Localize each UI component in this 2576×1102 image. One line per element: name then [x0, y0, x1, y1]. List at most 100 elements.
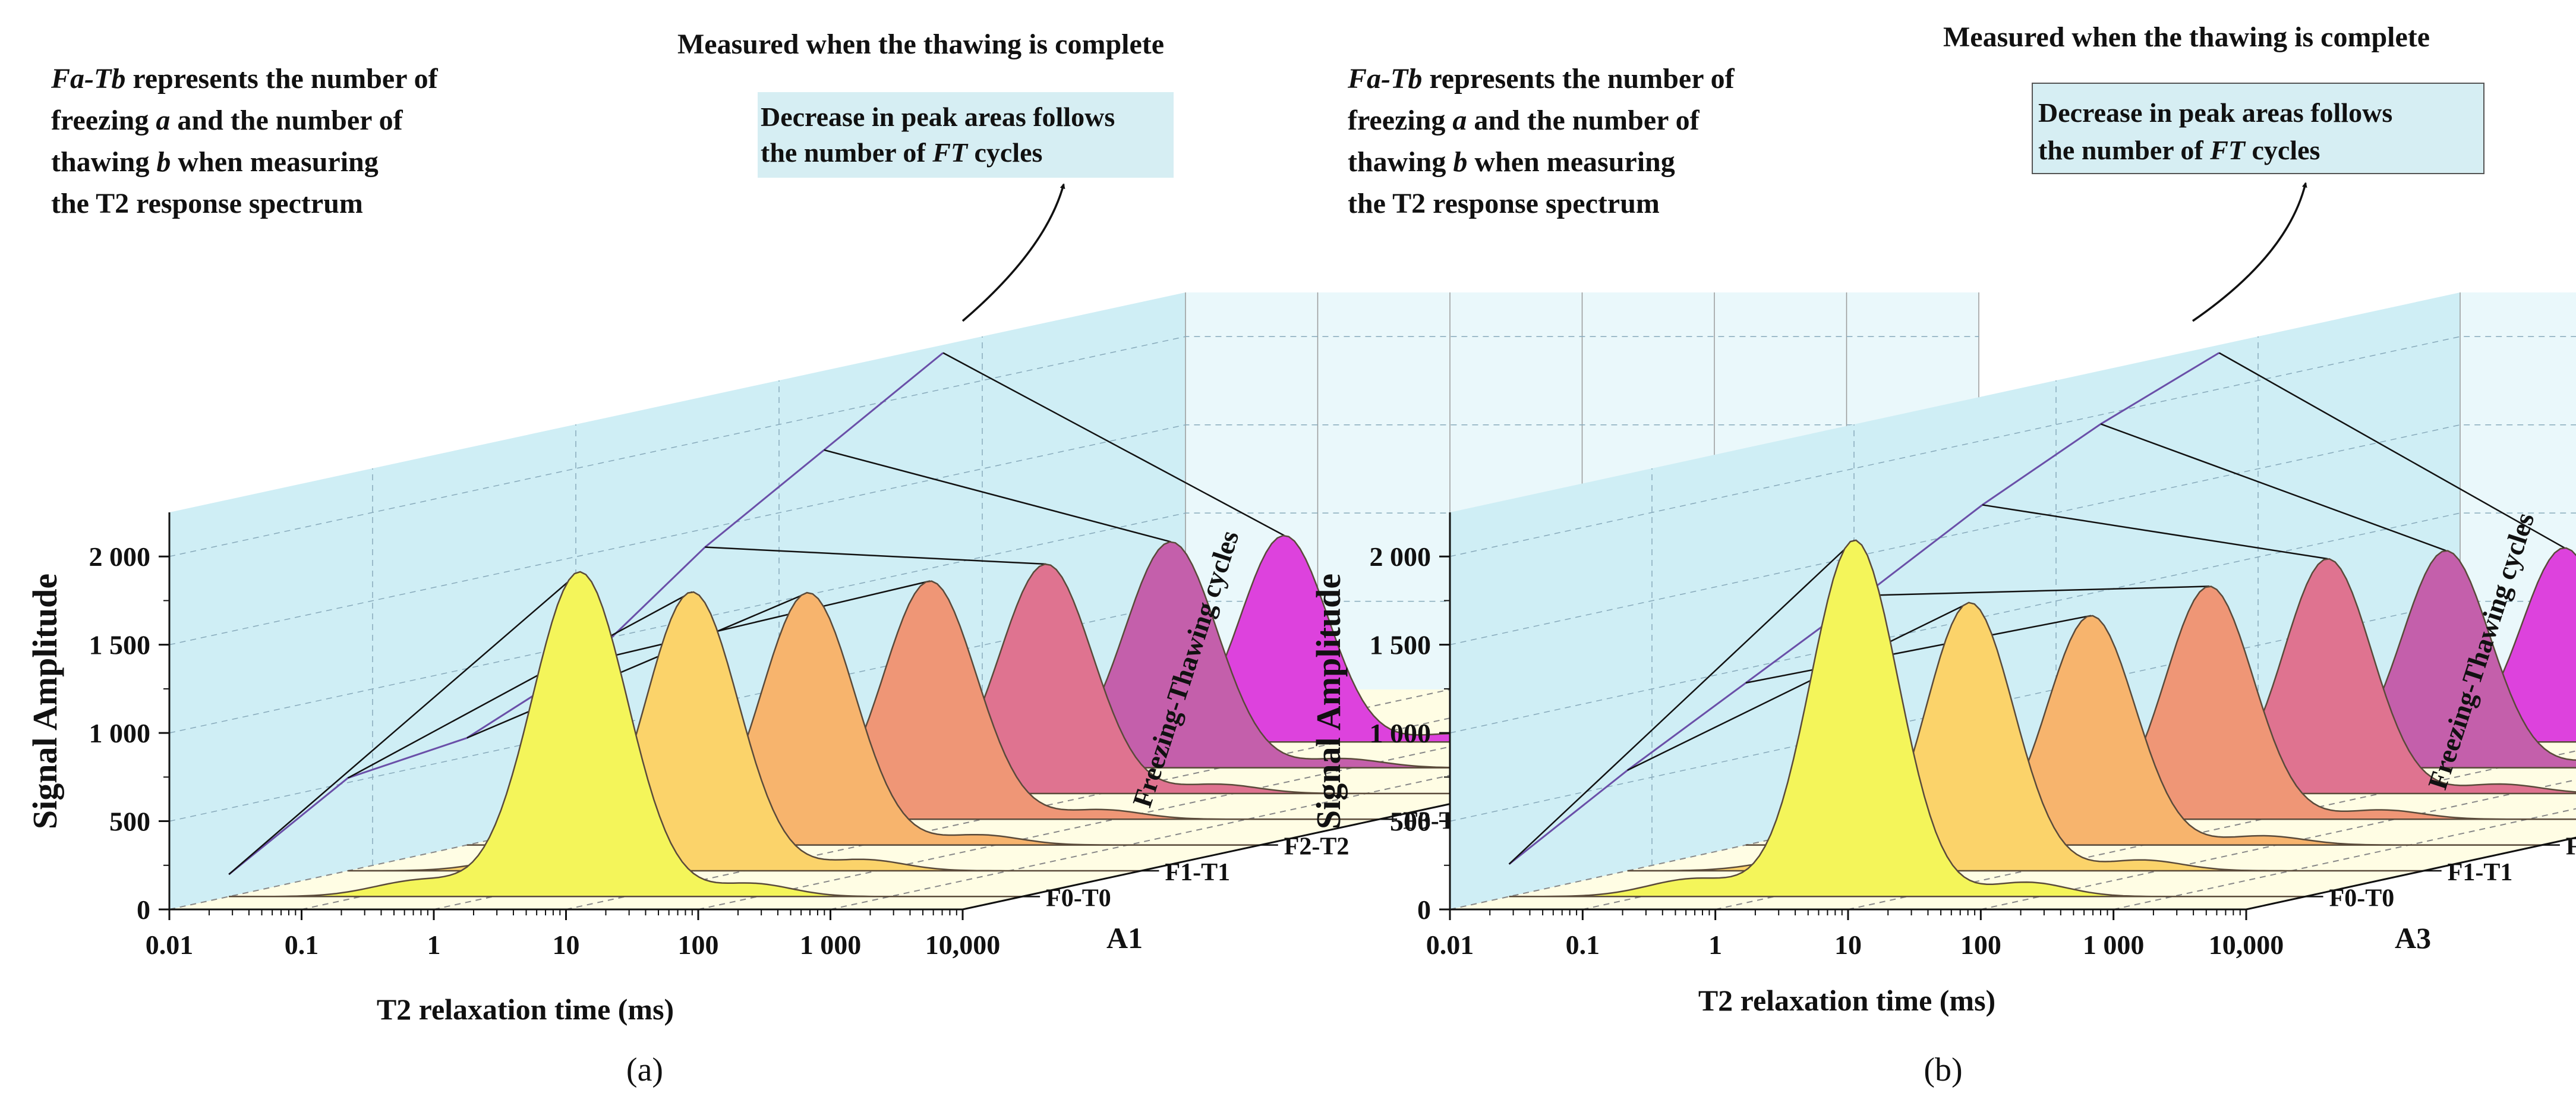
svg-text:the number of FT cycles: the number of FT cycles [2038, 135, 2320, 165]
y-tick-label: 1 500 [89, 630, 151, 660]
x-tick-label: 1 000 [800, 930, 862, 960]
legend-line2c: and the number of [170, 105, 403, 136]
legend-line4: the T2 response spectrum [51, 188, 363, 219]
y-tick-label: 0 [1417, 895, 1431, 925]
annotation-line2b: FT [2209, 135, 2246, 165]
x-tick-label: 100 [1960, 930, 2001, 960]
floor-grid-x [2113, 808, 2576, 910]
x-axis-label: T2 relaxation time (ms) [377, 993, 674, 1026]
wall-grid-y [1449, 336, 2576, 557]
x-tick-label: 1 [1708, 930, 1722, 960]
annotation-line2b: FT [932, 137, 969, 168]
legend-line2a: freezing [51, 105, 156, 136]
wall-grid-y [169, 336, 1979, 557]
legend-line2b: a [1452, 105, 1467, 136]
floor-grid-x [1981, 779, 2576, 910]
legend-note: Fa-Tb represents the number of freezing … [51, 63, 439, 219]
y-tick-label: 1 500 [1370, 630, 1432, 660]
connector-line [1508, 539, 1855, 865]
connector-line [585, 580, 931, 663]
connector-line [1745, 615, 2092, 684]
floor-grid-x [566, 689, 1582, 910]
chart-title: Measured when the thawing is complete [1943, 21, 2430, 53]
x-tick-label: 0.1 [1566, 930, 1600, 960]
z-axis-line [2246, 836, 2576, 911]
svg-text:the number of FT cycles: the number of FT cycles [761, 137, 1042, 168]
panel-b-chart: F6-T6F6-T5F4-T4F3-T3F2-T2F1-T1F0-T00.010… [1309, 21, 2576, 1088]
panel-caption: (a) [626, 1051, 663, 1088]
series-area-f0-t0 [1509, 539, 2306, 898]
x-tick-label: 1 [427, 930, 441, 960]
connector-line [228, 571, 581, 876]
series-layer [1509, 539, 2576, 898]
connector-line [2100, 423, 2446, 552]
floor-grid-x [830, 689, 1847, 910]
x-tick-label: 0.01 [1426, 930, 1474, 960]
connector-line [466, 591, 809, 739]
legend-line3c: when measuring [171, 146, 378, 178]
connector-line [1982, 504, 2328, 560]
svg-text:Fa-Tb represents the number of: Fa-Tb represents the number of [51, 63, 439, 95]
legend-line1: represents the number of [1422, 63, 1735, 95]
legend-line3b: b [156, 146, 171, 178]
annotation-line1: Decrease in peak areas follows [761, 102, 1115, 132]
panel-caption: (b) [1924, 1051, 1962, 1088]
wall-grid-y [1449, 600, 2576, 822]
svg-text:Fa-Tb represents the number of: Fa-Tb represents the number of [1347, 63, 1735, 95]
legend-line2b: a [156, 105, 170, 136]
svg-text:freezing a and the number of: freezing a and the number of [51, 105, 403, 136]
side-wall [1450, 292, 2460, 909]
annotation-line2a: the number of [2038, 135, 2210, 165]
annotation-background [2032, 83, 2484, 174]
sample-label: A3 [2395, 921, 2431, 955]
annotation-box: Decrease in peak areas follows the numbe… [758, 92, 1174, 178]
x-axis-label: T2 relaxation time (ms) [1698, 984, 1995, 1017]
annotation-box: Decrease in peak areas follows the numbe… [2032, 83, 2484, 174]
svg-text:thawing b when measuring: thawing b when measuring [51, 146, 379, 178]
wall-grid-y [1449, 512, 2576, 733]
x-tick-label: 0.01 [146, 930, 194, 960]
floor-grid-x [169, 689, 1186, 910]
axes-layer: F6-T6F6-T5F4-T4F3-T3F2-T2F1-T1F0-T00.010… [1370, 512, 2576, 960]
y-axis-label: Signal Amplitude [1309, 574, 1348, 829]
series-layer [229, 534, 1737, 898]
legend-line3c: when measuring [1467, 146, 1675, 178]
annotation-line2c: cycles [967, 137, 1042, 168]
y-tick-label: 500 [1390, 807, 1431, 837]
connector-line [2218, 352, 2565, 549]
x-tick-label: 100 [678, 930, 719, 960]
y-tick-label: 1 000 [89, 718, 151, 748]
svg-text:freezing a and the number of: freezing a and the number of [1348, 105, 1700, 136]
legend-line4: the T2 response spectrum [1348, 188, 1660, 219]
wall-grid-y [169, 512, 1979, 733]
annotation-line2a: the number of [761, 137, 932, 168]
x-tick-label: 10 [1834, 930, 1862, 960]
annotation-arrow [961, 183, 1065, 322]
floor-grid-x [1847, 750, 2576, 910]
x-tick-label: 10,000 [925, 930, 1001, 960]
y-axis-label: Signal Amplitude [26, 574, 64, 829]
ridge-lines [1508, 352, 2565, 865]
x-tick-label: 1 000 [2083, 930, 2145, 960]
sample-label: A1 [1106, 921, 1143, 955]
connector-line [705, 546, 1046, 565]
svg-text:thawing b when measuring: thawing b when measuring [1348, 146, 1675, 178]
y-tick-label: 2 000 [1370, 541, 1432, 572]
annotation-background [758, 92, 1174, 178]
legend-line3b: b [1453, 146, 1467, 178]
annotation-line1: Decrease in peak areas follows [2038, 97, 2392, 128]
series-area-f0-t0 [229, 571, 1023, 898]
annotation-line2c: cycles [2245, 135, 2320, 165]
legend-line3a: thawing [51, 146, 156, 178]
annotation-arrow [2192, 182, 2307, 322]
x-tick-label: 0.1 [285, 930, 319, 960]
legend-line2c: and the number of [1467, 105, 1700, 136]
x-tick-label: 10 [553, 930, 580, 960]
connector-line [1627, 602, 1970, 771]
legend-line1: represents the number of [125, 63, 438, 95]
y-tick-label: 0 [137, 895, 150, 925]
y-tick-label: 500 [109, 807, 150, 837]
connector-line [347, 591, 693, 779]
y-tick-label: 1 000 [1370, 718, 1432, 748]
